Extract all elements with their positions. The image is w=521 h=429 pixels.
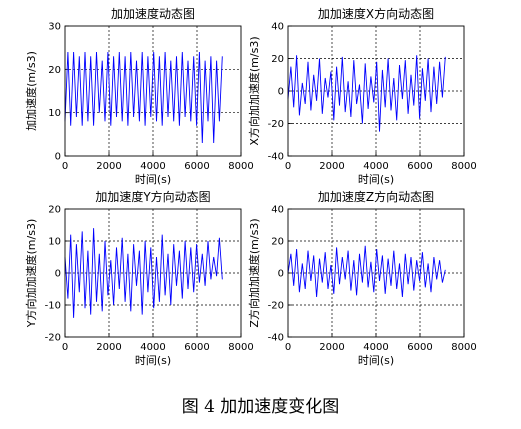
y-tick-label: 40 bbox=[271, 22, 284, 33]
x-axis-label: 时间(s) bbox=[358, 354, 394, 367]
y-tick-label: 30 bbox=[48, 22, 61, 33]
x-tick-label: 4000 bbox=[363, 161, 388, 172]
x-tick-label: 2000 bbox=[319, 161, 344, 172]
y-tick-label: 20 bbox=[48, 65, 61, 76]
x-tick-label: 0 bbox=[285, 161, 291, 172]
y-tick-label: -40 bbox=[268, 152, 284, 163]
x-tick-label: 8000 bbox=[228, 342, 253, 353]
x-tick-label: 2000 bbox=[96, 161, 121, 172]
chart-title: 加加速度动态图 bbox=[111, 6, 195, 21]
y-tick-label: 20 bbox=[48, 205, 61, 216]
y-tick-label: -20 bbox=[268, 301, 284, 312]
x-tick-label: 4000 bbox=[363, 342, 388, 353]
x-tick-label: 2000 bbox=[96, 342, 121, 353]
chart-title: 加加速度X方向动态图 bbox=[318, 6, 434, 21]
y-tick-label: 0 bbox=[278, 269, 284, 280]
plot-frame bbox=[64, 208, 242, 338]
plot-frame bbox=[287, 208, 465, 338]
series-line-1 bbox=[287, 245, 446, 298]
y-tick-label: 10 bbox=[48, 237, 61, 248]
x-axis-label: 时间(s) bbox=[135, 173, 171, 186]
y-tick-label: 40 bbox=[271, 205, 284, 216]
x-tick-label: 6000 bbox=[184, 161, 209, 172]
y-tick-label: 20 bbox=[271, 237, 284, 248]
y-tick-label: -20 bbox=[268, 119, 284, 130]
chart-panel-2: 0 2000 4000 6000 8000 -40 -20 0 20 40 加加速度X方向动态图时间… bbox=[247, 6, 477, 186]
y-tick-label: 0 bbox=[55, 269, 61, 280]
y-axis-label: X方向加加速度(m/s3) bbox=[247, 36, 261, 145]
figure-caption: 图 4 加加速度变化图 bbox=[181, 397, 340, 417]
y-axis-label: Y方向加加速度(m/s3) bbox=[24, 219, 38, 328]
y-tick-label: -10 bbox=[45, 301, 61, 312]
y-axis-label: Z方向加加速度(m/s3) bbox=[247, 218, 261, 327]
x-tick-label: 8000 bbox=[228, 161, 253, 172]
x-tick-label: 0 bbox=[285, 342, 291, 353]
x-tick-label: 2000 bbox=[319, 342, 344, 353]
x-tick-label: 4000 bbox=[140, 161, 165, 172]
y-tick-label: -20 bbox=[45, 333, 61, 344]
chart-title: 加加速度Y方向动态图 bbox=[95, 189, 210, 204]
plot-frame bbox=[287, 25, 465, 157]
x-tick-label: 8000 bbox=[451, 161, 476, 172]
chart-panel-3: 0 2000 4000 6000 8000 -20 -10 0 10 20 加加速度Y方向动态图时间… bbox=[24, 189, 254, 367]
plot-frame bbox=[64, 25, 242, 157]
x-tick-label: 6000 bbox=[407, 342, 432, 353]
x-axis-label: 时间(s) bbox=[358, 173, 394, 186]
x-tick-label: 0 bbox=[62, 161, 68, 172]
series-line-1 bbox=[64, 51, 223, 144]
y-tick-label: 0 bbox=[55, 152, 61, 163]
series-line-1 bbox=[287, 55, 446, 132]
y-tick-label: 0 bbox=[278, 87, 284, 98]
x-tick-label: 6000 bbox=[407, 161, 432, 172]
y-tick-label: 20 bbox=[271, 54, 284, 65]
x-tick-label: 0 bbox=[62, 342, 68, 353]
x-tick-label: 6000 bbox=[184, 342, 209, 353]
y-tick-label: 10 bbox=[48, 108, 61, 119]
x-tick-label: 4000 bbox=[140, 342, 165, 353]
y-tick-label: -40 bbox=[268, 333, 284, 344]
x-axis-label: 时间(s) bbox=[135, 354, 171, 367]
x-tick-label: 8000 bbox=[451, 342, 476, 353]
chart-panel-4: 0 2000 4000 6000 8000 -40 -20 0 20 40 加加速度Z方向动态图时间… bbox=[247, 189, 477, 367]
chart-title: 加加速度Z方向动态图 bbox=[318, 189, 434, 204]
series-line-1 bbox=[64, 228, 223, 318]
y-axis-label: 加加速度(m/s3) bbox=[24, 51, 38, 131]
